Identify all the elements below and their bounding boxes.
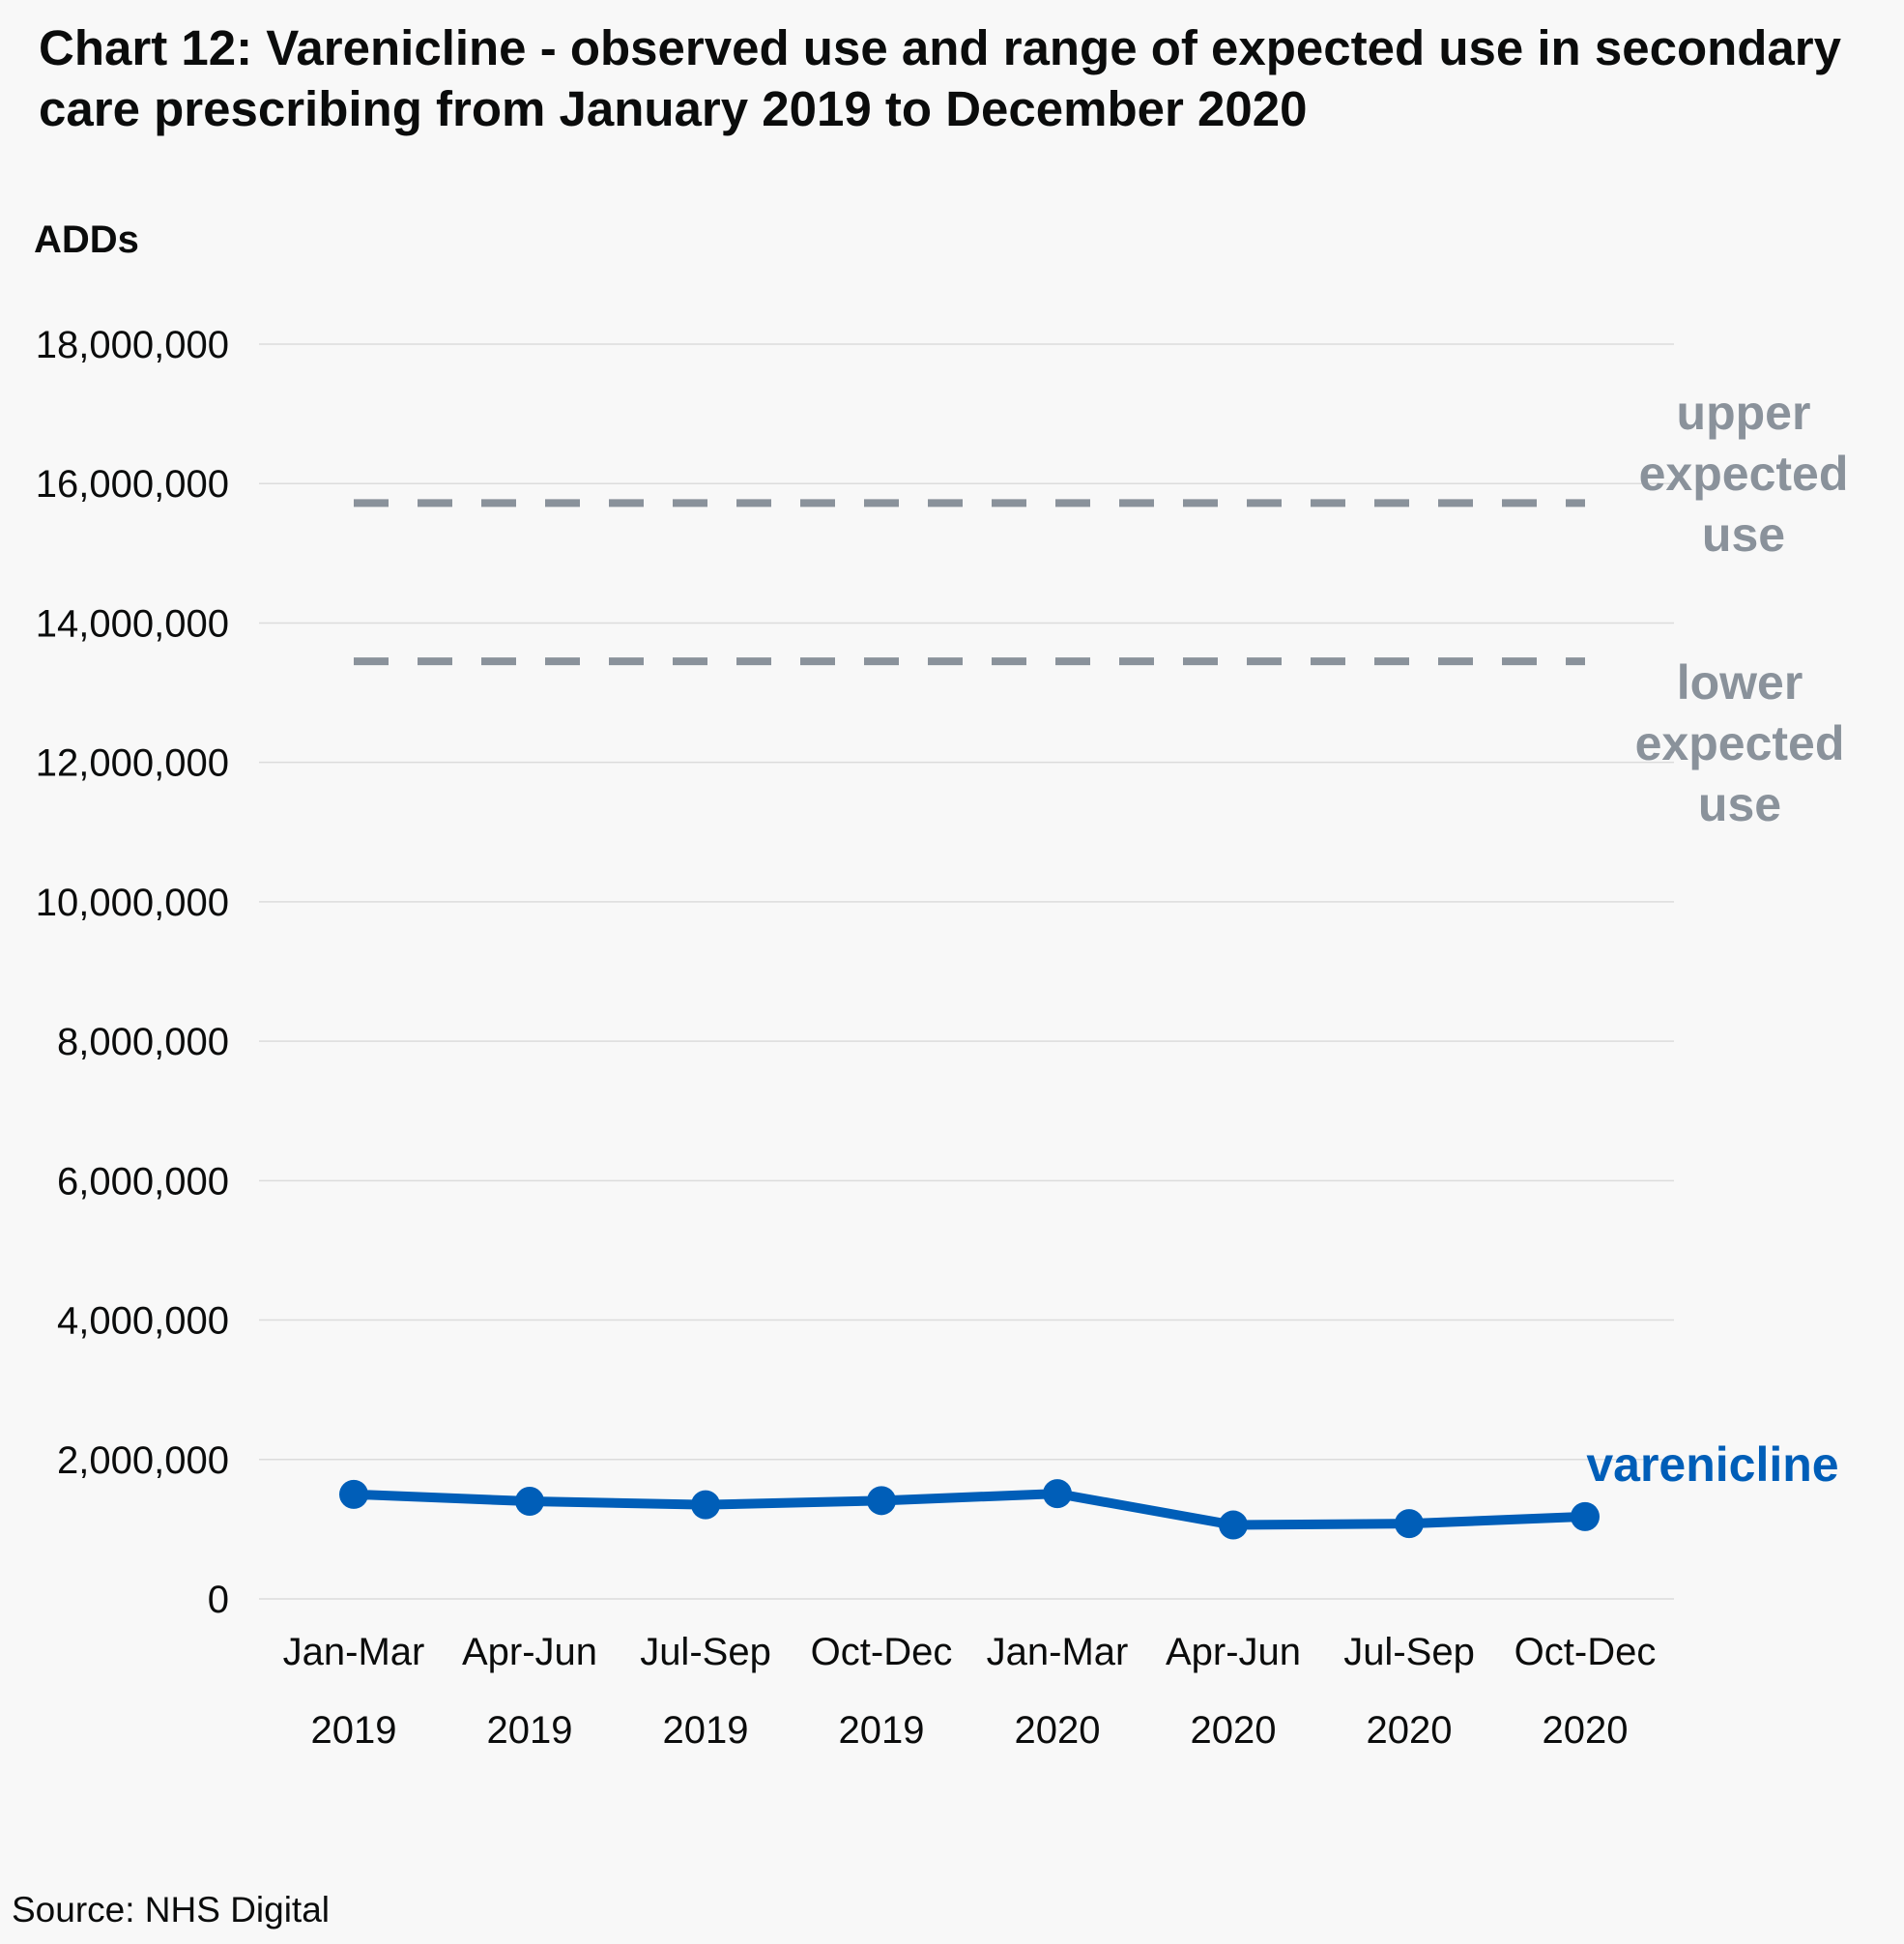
data-point [339, 1479, 368, 1509]
data-point [867, 1486, 896, 1516]
x-tick-label: 2019 [487, 1709, 573, 1752]
y-tick-label: 6,000,000 [57, 1160, 229, 1203]
y-tick-label: 16,000,000 [36, 463, 229, 506]
data-point [691, 1490, 720, 1520]
x-tick-label: Oct-Dec [1515, 1631, 1657, 1673]
data-point [1395, 1509, 1424, 1539]
x-tick-label: Jul-Sep [640, 1631, 771, 1673]
data-point [1219, 1510, 1248, 1540]
y-tick-label: 2,000,000 [57, 1439, 229, 1482]
x-tick-label: Jul-Sep [1343, 1631, 1475, 1673]
series-label-upper: upper [1677, 386, 1811, 440]
x-tick-label: 2019 [311, 1709, 397, 1752]
data-point [1571, 1501, 1600, 1531]
y-tick-label: 12,000,000 [36, 742, 229, 785]
y-tick-label: 18,000,000 [36, 324, 229, 366]
series-layer [339, 499, 1600, 1540]
x-tick-label: 2020 [1543, 1709, 1629, 1752]
y-axis-ticks: 0 2,000,000 4,000,000 6,000,000 8,000,000 10,… [36, 324, 229, 1621]
x-tick-label: 2019 [839, 1709, 925, 1752]
gridlines [259, 343, 1674, 1600]
y-tick-label: 10,000,000 [36, 882, 229, 924]
series-label-upper: use [1702, 508, 1785, 562]
series-label-varenicline: varenicline [1586, 1437, 1838, 1492]
x-tick-label: Oct-Dec [811, 1631, 953, 1673]
data-point [1043, 1479, 1072, 1509]
x-tick-label: 2020 [1015, 1709, 1101, 1752]
series-label-upper: expected [1639, 447, 1849, 501]
chart-title: Chart 12: Varenicline - observed use and… [39, 20, 1841, 136]
y-tick-label: 4,000,000 [57, 1300, 229, 1343]
x-tick-label: 2020 [1367, 1709, 1453, 1752]
x-axis-ticks: Jan-Mar 2019 Apr-Jun 2019 Jul-Sep 2019 Oct-Dec… [283, 1631, 1657, 1752]
y-tick-label: 0 [208, 1579, 229, 1621]
x-tick-label: 2019 [663, 1709, 749, 1752]
x-tick-label: Jan-Mar [987, 1631, 1129, 1673]
series-label-lower: use [1698, 777, 1781, 831]
x-tick-label: Apr-Jun [462, 1631, 597, 1673]
y-axis-label: ADDs [34, 218, 139, 261]
data-point [515, 1487, 544, 1517]
series-line-varenicline [349, 1489, 1590, 1530]
y-tick-label: 14,000,000 [36, 602, 229, 645]
x-tick-label: Jan-Mar [283, 1631, 425, 1673]
x-tick-label: 2020 [1191, 1709, 1277, 1752]
series-label-lower: lower [1677, 655, 1803, 710]
x-tick-label: Apr-Jun [1166, 1631, 1301, 1673]
source-note: Source: NHS Digital [12, 1890, 331, 1929]
series-labels: varenicline upper expected use lower expected… [1586, 386, 1848, 1492]
series-label-lower: expected [1635, 716, 1845, 770]
y-tick-label: 8,000,000 [57, 1021, 229, 1063]
